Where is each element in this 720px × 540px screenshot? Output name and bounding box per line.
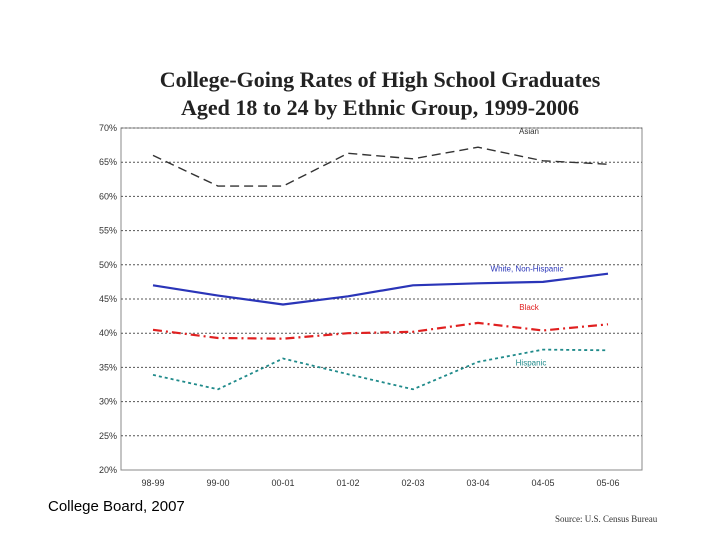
- series-line-hispanic: [152, 348, 609, 391]
- series-line-white-non-hispanic: [152, 272, 609, 306]
- chart-title: College-Going Rates of High School Gradu…: [0, 66, 720, 122]
- series-label: Asian: [519, 127, 539, 136]
- y-tick-label: 45%: [99, 294, 117, 304]
- y-tick-label: 40%: [99, 328, 117, 338]
- y-tick-label: 25%: [99, 431, 117, 441]
- series-labels: Asian White, Non-Hispanic Black Hispanic: [491, 127, 564, 367]
- credit-caption: College Board, 2007: [48, 498, 185, 515]
- y-tick-label: 20%: [99, 465, 117, 475]
- series-label: Black: [519, 303, 540, 312]
- x-tick-label: 05-06: [596, 478, 619, 488]
- x-tick-label: 03-04: [466, 478, 489, 488]
- chart-title-line-2: Aged 18 to 24 by Ethnic Group, 1999-2006: [180, 95, 580, 120]
- chart-title-line-1: College-Going Rates of High School Gradu…: [159, 67, 601, 92]
- y-tick-label: 55%: [99, 226, 117, 236]
- x-tick-label: 04-05: [531, 478, 554, 488]
- y-tick-label: 70%: [99, 123, 117, 133]
- series-lines: [152, 146, 609, 391]
- x-tick-label: 99-00: [206, 478, 229, 488]
- y-tick-label: 65%: [99, 157, 117, 167]
- x-tick-label: 98-99: [141, 478, 164, 488]
- series-label: White, Non-Hispanic: [491, 264, 564, 273]
- series-line-black: [152, 321, 609, 340]
- y-tick-label: 30%: [99, 397, 117, 407]
- y-tick-label: 50%: [99, 260, 117, 270]
- y-tick-label: 60%: [99, 191, 117, 201]
- x-tick-label: 00-01: [271, 478, 294, 488]
- source-note: Source: U.S. Census Bureau: [555, 514, 658, 524]
- series-line-asian: [152, 146, 609, 187]
- x-axis-ticks: 98-99 99-00 00-01 01-02 02-03 03-04 04-05 05-06: [141, 478, 619, 488]
- y-tick-label: 35%: [99, 362, 117, 372]
- x-tick-label: 01-02: [336, 478, 359, 488]
- series-label: Hispanic: [516, 358, 547, 367]
- x-tick-label: 02-03: [401, 478, 424, 488]
- y-axis-ticks: 20% 25% 30% 35% 40% 45% 50% 55% 60% 65% 70%: [99, 123, 117, 475]
